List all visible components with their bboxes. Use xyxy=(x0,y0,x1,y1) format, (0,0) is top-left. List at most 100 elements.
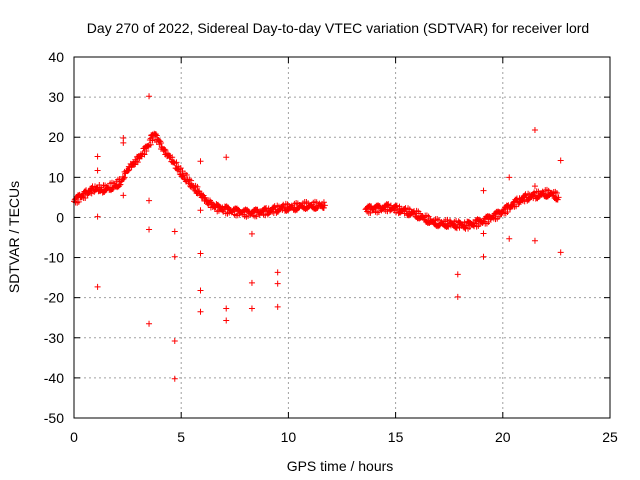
x-tick-label: 15 xyxy=(388,429,404,445)
data-point xyxy=(384,208,391,215)
data-point xyxy=(508,202,515,209)
y-tick-label: -40 xyxy=(44,370,64,386)
data-point xyxy=(445,223,452,230)
y-tick-label: 0 xyxy=(56,209,64,225)
grid-lines xyxy=(74,57,610,418)
data-point xyxy=(125,167,132,174)
data-point xyxy=(553,190,560,197)
data-point xyxy=(320,199,327,206)
x-axis-label: GPS time / hours xyxy=(287,458,394,474)
data-point xyxy=(253,213,260,220)
data-point xyxy=(158,139,165,146)
data-point xyxy=(75,198,82,205)
outlier-point xyxy=(248,279,255,286)
outlier-point xyxy=(480,187,487,194)
x-tick-label: 0 xyxy=(70,429,78,445)
outlier-point xyxy=(223,154,230,161)
outlier-point xyxy=(480,230,487,237)
outlier-point xyxy=(557,249,564,256)
data-point xyxy=(152,131,159,138)
outlier-point xyxy=(531,183,538,190)
outlier-point xyxy=(94,167,101,174)
y-tick-label: -30 xyxy=(44,330,64,346)
outlier-point xyxy=(454,271,461,278)
outlier-point xyxy=(248,230,255,237)
data-point xyxy=(162,147,169,154)
data-point xyxy=(173,159,180,166)
data-point xyxy=(191,186,198,193)
y-tick-label: 40 xyxy=(48,49,64,65)
data-point xyxy=(145,143,152,150)
outlier-point xyxy=(223,305,230,312)
outlier-point xyxy=(94,153,101,160)
data-point xyxy=(183,171,190,178)
chart-title: Day 270 of 2022, Sidereal Day-to-day VTE… xyxy=(87,20,589,36)
outlier-point xyxy=(171,375,178,382)
data-point xyxy=(367,209,374,216)
data-point xyxy=(521,198,528,205)
data-point xyxy=(117,181,124,188)
outlier-point xyxy=(120,139,127,146)
outlier-point xyxy=(274,280,281,287)
outlier-point xyxy=(148,132,155,139)
data-point xyxy=(376,203,383,210)
outlier-point xyxy=(531,127,538,134)
outlier-point xyxy=(480,253,487,260)
data-point xyxy=(385,201,392,208)
axis-ticks: -50 -40 -30 -20 -10 0 10 20 30 40 0 5 10 15 20 25 xyxy=(44,49,618,445)
outlier-point xyxy=(171,228,178,235)
outlier-point xyxy=(274,303,281,310)
data-point xyxy=(141,151,148,158)
data-point xyxy=(188,177,195,184)
y-axis-label: SDTVAR / TECUs xyxy=(6,181,22,293)
data-point xyxy=(463,222,470,229)
data-point xyxy=(403,208,410,215)
data-point xyxy=(504,208,511,215)
data-point xyxy=(125,167,132,174)
outlier-point xyxy=(223,317,230,324)
data-point xyxy=(194,183,201,190)
data-point xyxy=(262,212,269,219)
outlier-point xyxy=(197,158,204,165)
data-point xyxy=(149,137,156,144)
outlier-point xyxy=(274,269,281,276)
x-tick-label: 25 xyxy=(602,429,618,445)
data-point xyxy=(254,206,261,213)
outlier-point xyxy=(94,283,101,290)
data-point xyxy=(444,216,451,223)
data-point xyxy=(313,199,320,206)
data-point xyxy=(419,213,426,220)
outlier-point xyxy=(171,253,178,260)
x-tick-label: 5 xyxy=(177,429,185,445)
plot-frame xyxy=(73,56,611,419)
data-point xyxy=(93,184,100,191)
y-tick-label: 30 xyxy=(48,89,64,105)
data-points xyxy=(71,93,564,382)
outlier-point xyxy=(120,192,127,199)
data-point xyxy=(321,202,328,209)
outlier-point xyxy=(197,308,204,315)
outlier-point xyxy=(557,157,564,164)
outlier-point xyxy=(197,207,204,214)
outlier-point xyxy=(197,250,204,257)
outlier-point xyxy=(146,226,153,233)
data-point xyxy=(82,194,89,201)
outlier-point xyxy=(171,337,178,344)
outlier-point xyxy=(94,213,101,220)
outlier-point xyxy=(454,293,461,300)
x-tick-label: 20 xyxy=(495,429,511,445)
outlier-point xyxy=(506,235,513,242)
data-point xyxy=(120,175,127,182)
x-tick-label: 10 xyxy=(281,429,297,445)
outlier-point xyxy=(248,305,255,312)
outlier-point xyxy=(146,93,153,100)
outlier-point xyxy=(531,237,538,244)
y-tick-label: 20 xyxy=(48,129,64,145)
data-point xyxy=(555,194,562,201)
y-tick-label: -50 xyxy=(44,410,64,426)
y-tick-label: -10 xyxy=(44,250,64,266)
data-point xyxy=(134,159,141,166)
y-tick-label: -20 xyxy=(44,290,64,306)
